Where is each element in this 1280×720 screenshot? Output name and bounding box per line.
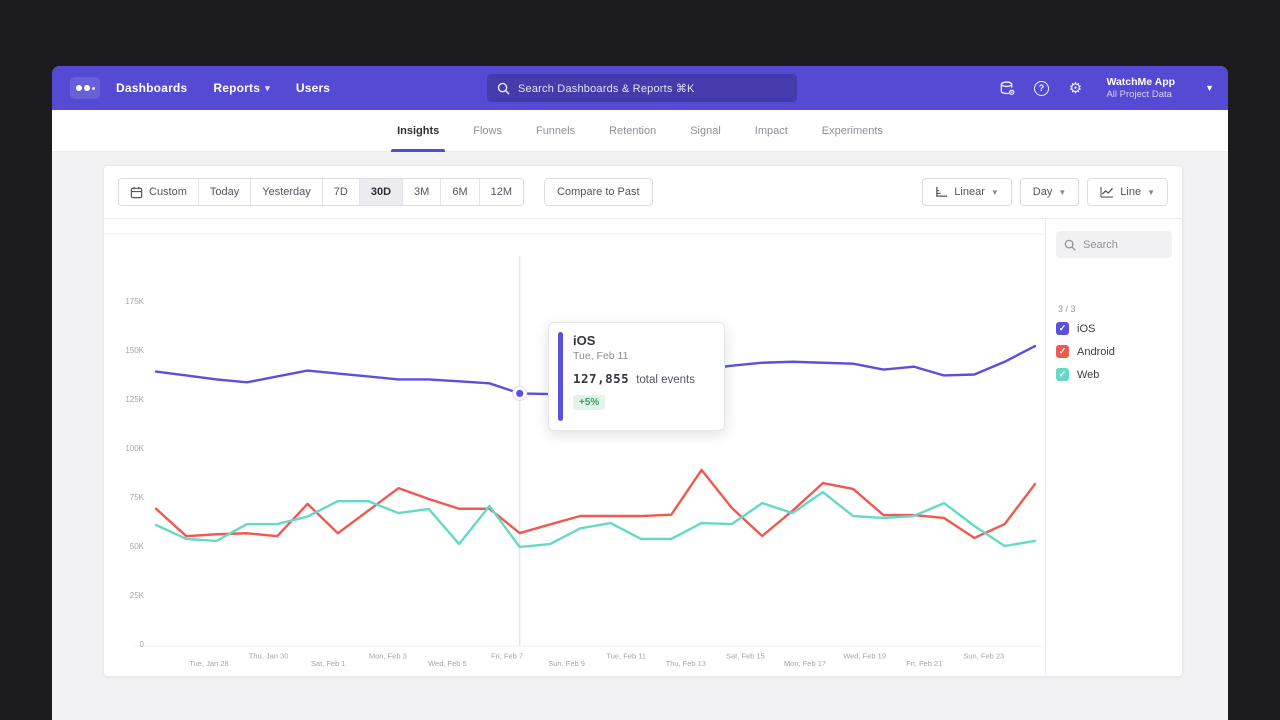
app-window: Dashboards Reports ▾ Users Search Dashbo…: [52, 66, 1228, 720]
chevron-down-icon: ▼: [1147, 188, 1155, 197]
line-chart[interactable]: 175K 150K 125K 100K 75K 50K 25K 0 Tue, Jan 28 Thu…: [104, 219, 1045, 676]
range-3m-button[interactable]: 3M: [403, 179, 441, 205]
tooltip-delta-badge: +5%: [573, 395, 605, 410]
search-placeholder: Search Dashboards & Reports ⌘K: [518, 82, 695, 95]
svg-text:25K: 25K: [130, 591, 145, 600]
legend-sidebar: Search 3 / 3 ✓ iOS ✓ Android ✓ Web: [1045, 219, 1182, 676]
svg-text:Wed, Feb 19: Wed, Feb 19: [843, 652, 886, 661]
svg-text:100K: 100K: [125, 444, 144, 453]
svg-text:Sat, Feb 15: Sat, Feb 15: [726, 652, 765, 661]
screen-background: Dashboards Reports ▾ Users Search Dashbo…: [0, 0, 1280, 720]
tab-retention[interactable]: Retention: [607, 110, 658, 152]
data-management-icon[interactable]: [998, 79, 1016, 97]
checkbox-checked-icon[interactable]: ✓: [1056, 345, 1069, 358]
search-icon: [1064, 239, 1076, 251]
app-logo-icon[interactable]: [70, 77, 100, 99]
range-yesterday-button[interactable]: Yesterday: [251, 179, 323, 205]
nav-item-reports[interactable]: Reports ▾: [213, 81, 269, 95]
insights-report-card: Custom Today Yesterday 7D 30D 3M 6M 12M …: [103, 165, 1183, 677]
calendar-icon: [130, 186, 143, 199]
chart-tooltip: iOS Tue, Feb 11 127,855 total events +5%: [548, 322, 725, 431]
legend-item-android[interactable]: ✓ Android: [1056, 345, 1172, 358]
svg-text:Mon, Feb 17: Mon, Feb 17: [784, 659, 826, 668]
interval-dropdown[interactable]: Day ▼: [1020, 178, 1079, 206]
settings-gear-icon[interactable]: ⚙: [1066, 79, 1084, 97]
svg-text:Tue, Feb 11: Tue, Feb 11: [606, 652, 646, 661]
tooltip-date: Tue, Feb 11: [573, 350, 712, 362]
svg-text:Wed, Feb 5: Wed, Feb 5: [428, 659, 467, 668]
range-7d-button[interactable]: 7D: [323, 179, 360, 205]
navbar-right: ? ⚙ WatchMe App All Project Data ▼: [998, 66, 1214, 110]
svg-text:Thu, Feb 13: Thu, Feb 13: [666, 659, 706, 668]
svg-text:Fri, Feb 7: Fri, Feb 7: [491, 652, 523, 661]
tooltip-accent-bar: [558, 332, 563, 421]
chevron-down-icon: ▾: [265, 83, 270, 94]
checkbox-checked-icon[interactable]: ✓: [1056, 368, 1069, 381]
legend-item-web[interactable]: ✓ Web: [1056, 368, 1172, 381]
svg-text:0: 0: [140, 640, 145, 649]
chevron-down-icon: ▼: [1058, 188, 1066, 197]
svg-text:75K: 75K: [130, 493, 145, 502]
legend-selected-count: 3 / 3: [1058, 304, 1172, 314]
nav-item-dashboards[interactable]: Dashboards: [116, 81, 187, 95]
nav-item-users[interactable]: Users: [296, 81, 330, 95]
svg-text:150K: 150K: [125, 346, 144, 355]
project-name: WatchMe App: [1106, 76, 1175, 89]
search-icon: [497, 82, 510, 95]
svg-text:Tue, Jan 28: Tue, Jan 28: [189, 659, 228, 668]
tab-funnels[interactable]: Funnels: [534, 110, 577, 152]
project-chevron-down-icon[interactable]: ▼: [1205, 83, 1214, 93]
checkbox-checked-icon[interactable]: ✓: [1056, 322, 1069, 335]
tooltip-series-name: iOS: [573, 333, 712, 348]
date-range-segmented-control: Custom Today Yesterday 7D 30D 3M 6M 12M: [118, 178, 524, 206]
svg-text:175K: 175K: [125, 297, 144, 306]
primary-nav: Dashboards Reports ▾ Users: [116, 81, 330, 95]
tab-experiments[interactable]: Experiments: [820, 110, 885, 152]
svg-text:Mon, Feb 3: Mon, Feb 3: [369, 652, 407, 661]
legend-item-ios[interactable]: ✓ iOS: [1056, 322, 1172, 335]
axis-scale-icon: [935, 186, 948, 198]
top-navbar: Dashboards Reports ▾ Users Search Dashbo…: [52, 66, 1228, 110]
svg-text:Sun, Feb 23: Sun, Feb 23: [963, 652, 1004, 661]
line-chart-icon: [1100, 186, 1114, 198]
legend-search-placeholder: Search: [1083, 239, 1118, 251]
svg-text:Sun, Feb 9: Sun, Feb 9: [548, 659, 585, 668]
tab-insights[interactable]: Insights: [395, 110, 441, 152]
global-search-input[interactable]: Search Dashboards & Reports ⌘K: [487, 74, 797, 102]
report-tabs: Insights Flows Funnels Retention Signal …: [52, 110, 1228, 152]
chart-toolbar: Custom Today Yesterday 7D 30D 3M 6M 12M …: [104, 166, 1182, 219]
range-6m-button[interactable]: 6M: [441, 179, 479, 205]
svg-text:50K: 50K: [130, 542, 145, 551]
project-subtitle: All Project Data: [1106, 89, 1175, 101]
chart-canvas: 175K 150K 125K 100K 75K 50K 25K 0 Tue, Jan 28 Thu…: [104, 219, 1045, 677]
scale-dropdown[interactable]: Linear ▼: [922, 178, 1012, 206]
tooltip-unit-label: total events: [636, 374, 695, 386]
compare-to-past-button[interactable]: Compare to Past: [544, 178, 653, 206]
range-30d-button[interactable]: 30D: [360, 179, 403, 205]
svg-text:125K: 125K: [125, 395, 144, 404]
legend-search-input[interactable]: Search: [1056, 231, 1172, 258]
chart-type-dropdown[interactable]: Line ▼: [1087, 178, 1168, 206]
project-switcher[interactable]: WatchMe App All Project Data: [1106, 76, 1175, 101]
chevron-down-icon: ▼: [991, 188, 999, 197]
svg-text:Fri, Feb 21: Fri, Feb 21: [906, 659, 942, 668]
help-icon[interactable]: ?: [1032, 79, 1050, 97]
range-custom-button[interactable]: Custom: [119, 179, 199, 205]
tab-flows[interactable]: Flows: [471, 110, 504, 152]
tooltip-value: 127,855: [573, 371, 629, 386]
svg-text:Sat, Feb 1: Sat, Feb 1: [311, 659, 346, 668]
range-today-button[interactable]: Today: [199, 179, 251, 205]
tab-impact[interactable]: Impact: [753, 110, 790, 152]
svg-text:Thu, Jan 30: Thu, Jan 30: [249, 652, 289, 661]
tab-signal[interactable]: Signal: [688, 110, 723, 152]
range-12m-button[interactable]: 12M: [480, 179, 523, 205]
